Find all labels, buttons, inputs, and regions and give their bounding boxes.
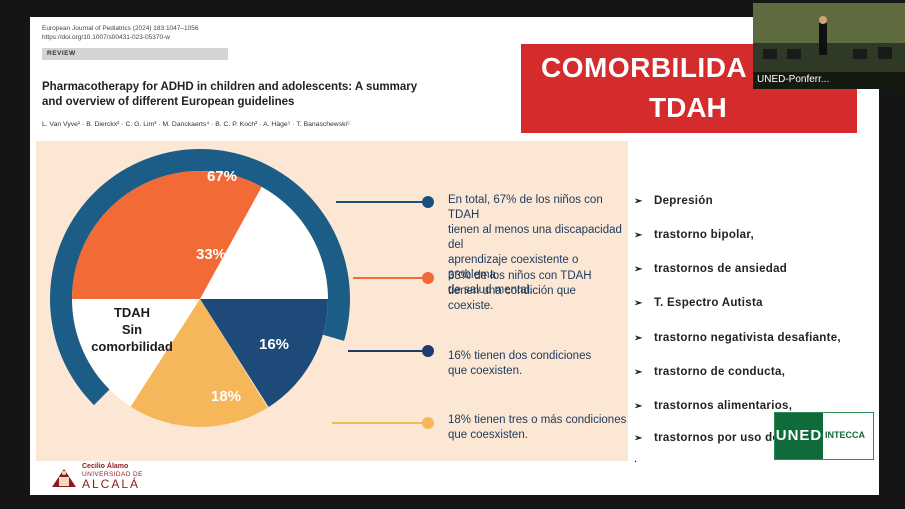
review-label: REVIEW bbox=[47, 50, 76, 57]
paper-title: Pharmacotherapy for ADHD in children and… bbox=[42, 80, 422, 110]
participant-video[interactable]: UNED-Ponferr... bbox=[753, 3, 905, 89]
pie-slice-18 bbox=[130, 299, 268, 428]
list-item-text: trastornos de ansiedad bbox=[654, 263, 788, 275]
pie-label-18: 18% bbox=[211, 388, 241, 405]
list-item: ➢ trastornos de ansiedad bbox=[634, 263, 787, 279]
presentation-slide: European Journal of Pediatrics (2024) 18… bbox=[30, 17, 879, 495]
pie-center-label: TDAH bbox=[114, 305, 150, 320]
bullet-arrow-icon: ➢ bbox=[634, 401, 643, 412]
callout-line: tienen una condición que bbox=[448, 285, 576, 297]
list-item: ➢ T. Espectro Autista bbox=[634, 297, 763, 313]
callout-dot-1 bbox=[422, 196, 434, 208]
powered-by-zoom: Powered by Zoom bbox=[770, 466, 852, 477]
bullet-arrow-icon: ➢ bbox=[634, 367, 643, 378]
crest-icon bbox=[52, 469, 76, 487]
infographic: 33% 16% 18% 67% TDAH Sin comorbilidad En total… bbox=[36, 141, 628, 461]
callout-line: que coexisten. bbox=[448, 365, 523, 377]
pie-center-label: comorbilidad bbox=[91, 339, 173, 354]
list-item: ➢ trastornos alimentarios, bbox=[634, 400, 792, 416]
list-item-text: Depresión bbox=[654, 195, 713, 207]
callout-dot-3 bbox=[422, 345, 434, 357]
callout-text-1: En total, 67% de los niños con TDAH tiene… bbox=[448, 193, 628, 298]
university-logo: Cecilio Álamo UNIVERSIDAD DE ALCALÁ bbox=[50, 457, 190, 493]
pie-slice-16 bbox=[200, 299, 328, 408]
callout-line: coexiste. bbox=[448, 300, 494, 312]
pie-center-label: Sin bbox=[122, 322, 142, 337]
logo-alcala: ALCALÁ bbox=[82, 477, 141, 491]
authors: L. Van Vyve¹ · B. Dierckx² · C. G. Lim³ … bbox=[42, 121, 350, 128]
list-item-text: T. Espectro Autista bbox=[654, 297, 763, 309]
callout-line: 33% de los niños con TDAH bbox=[448, 270, 592, 282]
callout-text-3: 16% tienen dos condiciones que coexisten. bbox=[448, 349, 591, 379]
list-item-text: trastornos por uso de bbox=[654, 432, 780, 444]
bullet-arrow-icon: ➢ bbox=[634, 196, 643, 207]
pie-label-67: 67% bbox=[207, 168, 237, 185]
list-item: ➢ Depresión bbox=[634, 195, 713, 211]
callout-line: 16% tienen dos condiciones bbox=[448, 350, 592, 362]
list-item-text: trastorno bipolar, bbox=[654, 229, 754, 241]
list-item: ➢ trastorno negativista desafiante, bbox=[634, 332, 841, 348]
paper-title-line1: Pharmacotherapy for ADHD in children and… bbox=[42, 81, 418, 93]
logo-university: UNIVERSIDAD DE bbox=[82, 471, 143, 478]
callout-line: aprendizaje coexistente o problema bbox=[448, 254, 579, 281]
callout-line: de salud mental. bbox=[448, 284, 533, 296]
logo-author: Cecilio Álamo bbox=[82, 463, 129, 470]
uned-logo-text: UNED bbox=[775, 413, 823, 459]
callout-dot-4 bbox=[422, 417, 434, 429]
callout-text-2: 33% de los niños con TDAH tienen una cond… bbox=[448, 269, 592, 314]
comorbidity-pie-chart: 33% 16% 18% 67% TDAH Sin comorbilidad bbox=[50, 149, 434, 429]
list-item-text: trastornos alimentarios, bbox=[654, 400, 793, 412]
banner-line1: COMORBILIDA bbox=[541, 52, 748, 83]
list-item: ➢ trastornos por uso de bbox=[634, 432, 779, 448]
paper-title-line2: and overview of different European guide… bbox=[42, 96, 295, 108]
journal-citation-text: European Journal of Pediatrics (2024) 18… bbox=[42, 25, 199, 32]
intecca-logo-text: INTECCA bbox=[825, 430, 865, 440]
list-item: ➢ trastorno de conducta, bbox=[634, 366, 785, 382]
banner-line2: TDAH bbox=[649, 92, 727, 123]
journal-doi: https://doi.org/10.1007/s00431-023-05370… bbox=[42, 34, 170, 41]
bullet-arrow-icon: ➢ bbox=[634, 298, 643, 309]
uned-intecca-logo: UNED INTECCA bbox=[774, 412, 874, 460]
callout-dot-2 bbox=[422, 272, 434, 284]
review-bar: REVIEW bbox=[42, 48, 228, 60]
bullet-arrow-icon: ➢ bbox=[634, 333, 643, 344]
callout-line: 18% tienen tres o más condiciones bbox=[448, 414, 627, 426]
pie-label-33: 33% bbox=[196, 246, 226, 263]
participant-name: UNED-Ponferr... bbox=[757, 74, 830, 85]
callout-line: que coesxisten. bbox=[448, 429, 528, 441]
bullet-arrow-icon: ➢ bbox=[634, 433, 643, 444]
pie-slice-33 bbox=[72, 171, 262, 299]
callout-line: tienen al menos una discapacidad del bbox=[448, 224, 622, 251]
list-item-text: trastorno de conducta, bbox=[654, 366, 786, 378]
callout-line: En total, 67% de los niños con TDAH bbox=[448, 194, 603, 221]
list-item-text: trastorno negativista desafiante, bbox=[654, 332, 841, 344]
list-end-dot: . bbox=[634, 453, 638, 465]
bullet-arrow-icon: ➢ bbox=[634, 230, 643, 241]
journal-citation: European Journal of Pediatrics (2024) 18… bbox=[42, 24, 198, 42]
participant-name-label: UNED-Ponferr... bbox=[753, 72, 905, 89]
callout-text-4: 18% tienen tres o más condiciones que coe… bbox=[448, 413, 626, 443]
bullet-arrow-icon: ➢ bbox=[634, 264, 643, 275]
pie-label-16: 16% bbox=[259, 336, 289, 353]
pie-outer-ring bbox=[50, 149, 351, 406]
list-item: ➢ trastorno bipolar, bbox=[634, 229, 754, 245]
